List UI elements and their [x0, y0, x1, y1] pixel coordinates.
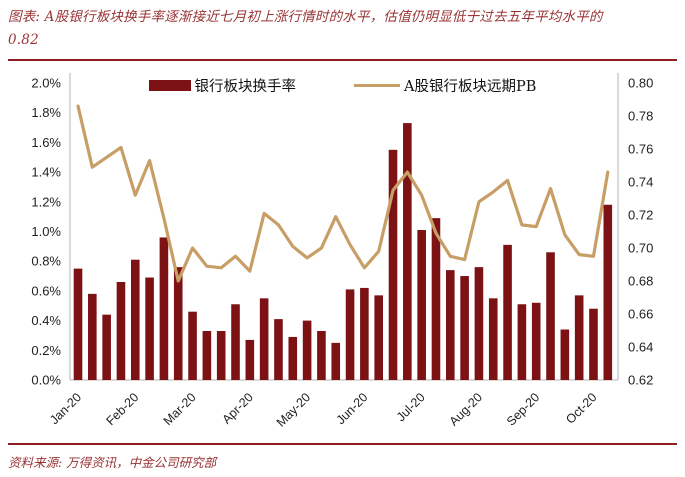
bar	[173, 267, 183, 380]
bar	[116, 281, 126, 380]
figure-title-line1: 图表: A股银行板块换手率逐渐接近七月初上涨行情时的水平，估值仍明显低于过去五年…	[8, 9, 603, 25]
bar	[403, 123, 412, 380]
bar	[216, 330, 226, 380]
left-axis-tick: 0.8%	[31, 254, 61, 269]
x-axis-month-label: Feb-20	[103, 390, 141, 428]
bar	[460, 276, 469, 380]
left-axis-tick: 1.2%	[31, 194, 61, 209]
bar	[531, 302, 541, 380]
title-divider	[8, 59, 677, 61]
x-axis-month-label: Jul-20	[394, 390, 428, 424]
bar	[488, 298, 498, 380]
bar	[589, 308, 598, 380]
bar	[145, 277, 154, 380]
bar	[560, 329, 570, 380]
x-axis-month-label: Mar-20	[161, 390, 199, 428]
right-axis-tick: 0.68	[628, 274, 653, 289]
x-axis-month-label: May-20	[274, 390, 313, 429]
figure-title-line2: 0.82	[8, 32, 39, 48]
x-axis-month-label: Sep-20	[504, 390, 542, 428]
bar	[431, 218, 441, 380]
bar	[388, 149, 398, 380]
left-axis-tick: 1.6%	[31, 135, 61, 150]
bar	[88, 293, 97, 380]
left-axis-tick: 2.0%	[31, 76, 61, 91]
combo-chart: 2.0% 1.8% 1.6% 1.4% 1.2% 1.0% 0.8% 0.6% 0.4% 0.2%…	[31, 73, 653, 430]
bar	[345, 289, 355, 380]
bar	[546, 252, 555, 380]
right-axis-tick: 0.78	[628, 109, 653, 124]
bar	[445, 270, 455, 380]
x-axis-month-label: Jun-20	[334, 390, 371, 427]
bar	[517, 304, 527, 380]
bar	[274, 319, 283, 380]
right-axis-tick: 0.72	[628, 208, 653, 223]
figure-title: 图表: A股银行板块换手率逐渐接近七月初上涨行情时的水平，估值仍明显低于过去五年…	[8, 6, 680, 52]
bar	[317, 330, 326, 380]
x-axis-month-label: Oct-20	[563, 390, 599, 426]
bar	[202, 330, 212, 380]
right-axis-tick: 0.62	[628, 373, 653, 388]
left-axis-tick: 0.2%	[31, 343, 61, 358]
right-axis-tick: 0.64	[628, 340, 653, 355]
bar	[102, 314, 111, 380]
right-axis-tick: 0.66	[628, 307, 653, 322]
x-axis-month-label: Apr-20	[220, 390, 256, 426]
bar	[474, 267, 484, 380]
right-axis-tick: 0.76	[628, 142, 653, 157]
left-axis-tick: 0.0%	[31, 373, 61, 388]
chart-area: 2.0% 1.8% 1.6% 1.4% 1.2% 1.0% 0.8% 0.6% 0.4% 0.2%…	[0, 65, 685, 443]
bar	[603, 204, 613, 380]
bar	[259, 298, 269, 380]
source-note: 资料来源: 万得资讯，中金公司研究部	[8, 455, 217, 470]
bar	[188, 311, 197, 380]
bar	[574, 295, 584, 380]
bar	[331, 342, 341, 380]
left-axis-tick: 1.8%	[31, 105, 61, 120]
x-axis-month-label: Jan-20	[47, 390, 84, 427]
right-axis-tick: 0.70	[628, 241, 653, 256]
left-axis-tick: 0.4%	[31, 313, 61, 328]
footer-divider	[8, 443, 677, 445]
bar	[302, 320, 312, 380]
left-axis-tick: 0.6%	[31, 283, 61, 298]
right-axis-tick: 0.74	[628, 175, 653, 190]
bar-series	[73, 123, 613, 380]
bar	[130, 259, 140, 380]
right-axis-tick: 0.80	[628, 76, 653, 91]
bar	[360, 287, 369, 380]
bar	[159, 237, 169, 380]
left-axis-tick: 1.0%	[31, 224, 61, 239]
pb-line	[76, 104, 610, 283]
left-axis-tick: 1.4%	[31, 165, 61, 180]
x-axis-month-label: Aug-20	[447, 390, 485, 428]
bar	[231, 304, 240, 380]
bar	[73, 268, 83, 380]
bar	[417, 230, 426, 380]
bar	[374, 295, 383, 380]
bar	[288, 336, 298, 380]
bar	[503, 244, 512, 380]
bar	[245, 339, 255, 380]
